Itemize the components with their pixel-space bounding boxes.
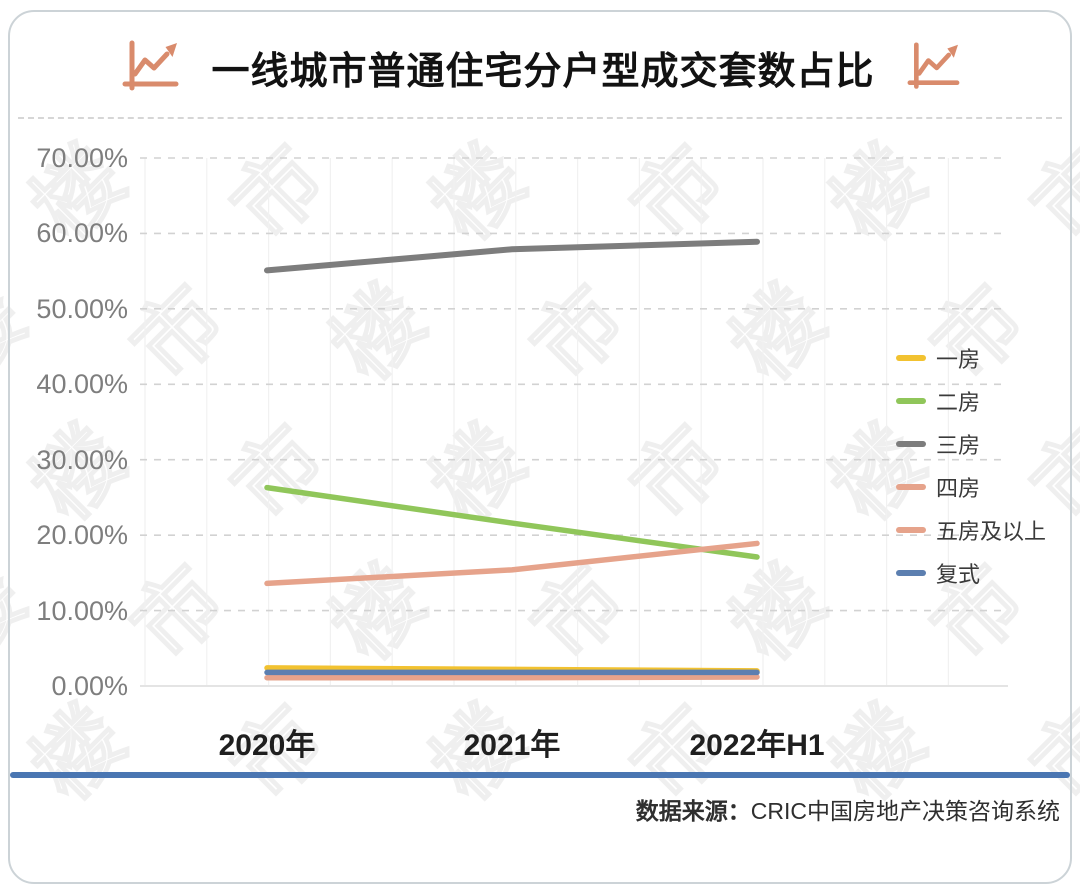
x-axis-label: 2020年: [218, 729, 316, 762]
series-line-2: [264, 238, 760, 274]
line-chart-icon: [119, 40, 181, 94]
chart-legend: 一房二房三房四房五房及以上复式: [896, 336, 1046, 594]
series-line-4: [264, 674, 760, 681]
legend-label: 一房: [936, 346, 981, 372]
x-axis-label: 2021年: [463, 729, 561, 762]
title-regular-part: 一线城市普通住宅: [211, 50, 524, 93]
data-source-value: CRIC中国房地产决策咨询系统: [750, 798, 1060, 824]
title-bold-part: 分户型成交套数占比: [523, 50, 875, 93]
legend-item-0: 一房: [896, 336, 1046, 379]
title-separator: [18, 117, 1062, 119]
legend-label: 五房及以上: [936, 518, 1047, 544]
legend-item-3: 四房: [896, 465, 1046, 508]
legend-item-2: 三房: [896, 422, 1046, 465]
y-axis-tick-label: 30.00%: [36, 444, 128, 475]
legend-label: 二房: [936, 389, 981, 415]
legend-swatch: [896, 526, 926, 533]
y-axis-tick-label: 70.00%: [36, 142, 128, 173]
legend-item-4: 五房及以上: [896, 508, 1046, 551]
data-source-label: 数据来源：: [635, 798, 751, 824]
y-axis-tick-label: 10.00%: [36, 595, 128, 626]
legend-swatch: [896, 397, 926, 404]
legend-swatch: [896, 569, 926, 576]
legend-swatch: [896, 354, 926, 361]
y-axis-tick-label: 20.00%: [36, 520, 128, 551]
y-axis-tick-label: 40.00%: [36, 369, 128, 400]
chart-header: 一线城市普通住宅分户型成交套数占比: [0, 34, 1080, 100]
x-axis-label: 2022年H1: [689, 729, 825, 762]
legend-item-1: 二房: [896, 379, 1046, 422]
line-chart-icon: [905, 42, 961, 92]
series-line-1: [264, 484, 760, 560]
legend-label: 复式: [936, 561, 981, 587]
legend-label: 三房: [936, 432, 981, 458]
y-axis-tick-label: 50.00%: [36, 293, 128, 324]
y-axis-tick-label: 0.00%: [51, 671, 128, 701]
series-line-3: [264, 540, 760, 587]
y-axis-tick-label: 60.00%: [36, 218, 128, 249]
legend-label: 四房: [936, 475, 981, 501]
footer-divider: [10, 772, 1070, 778]
page-title: 一线城市普通住宅分户型成交套数占比: [211, 40, 874, 95]
plot-area: [140, 157, 1008, 687]
legend-item-5: 复式: [896, 551, 1046, 594]
legend-swatch: [896, 440, 926, 447]
legend-swatch: [896, 483, 926, 490]
data-source: 数据来源：CRIC中国房地产决策咨询系统: [636, 792, 1060, 826]
